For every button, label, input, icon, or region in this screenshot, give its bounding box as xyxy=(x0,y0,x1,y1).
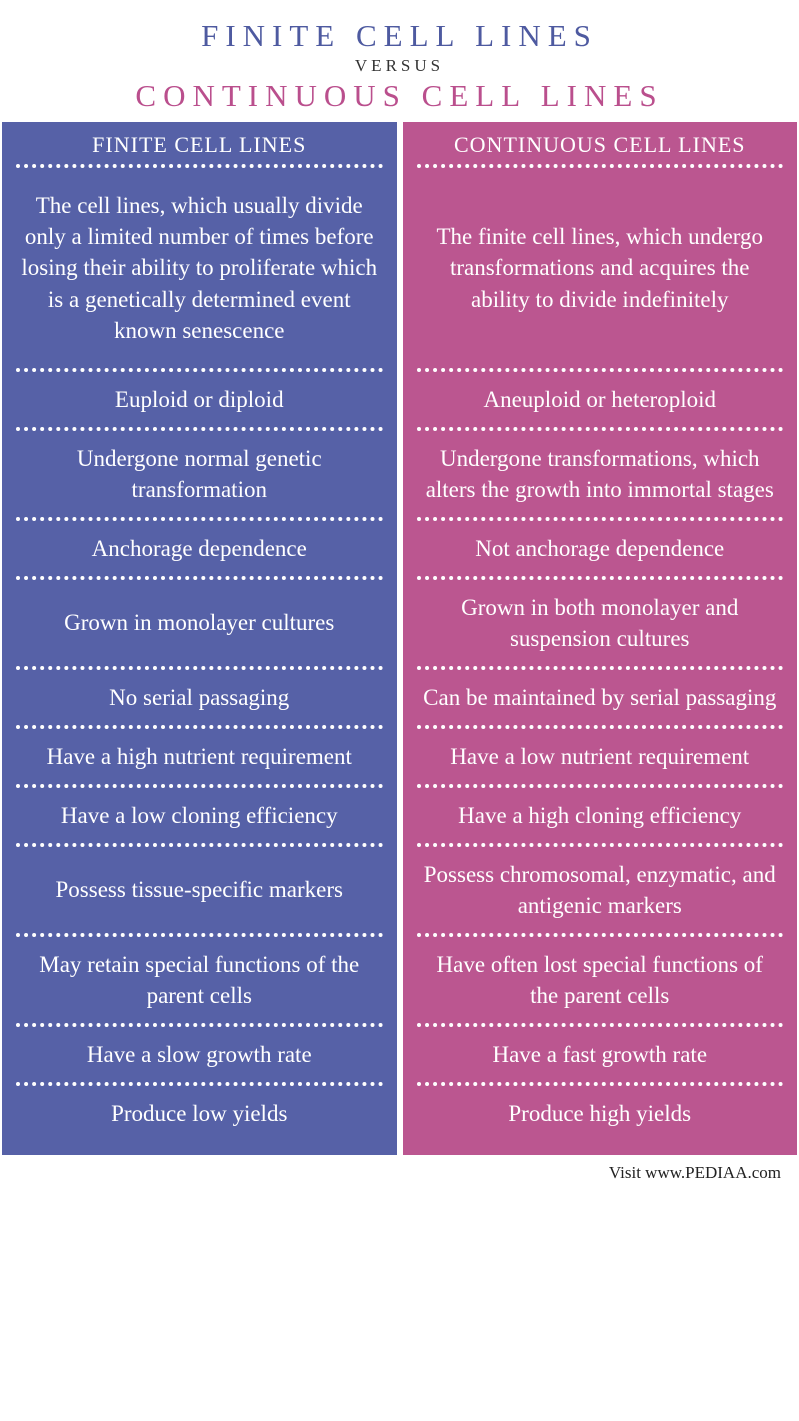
cell-left: The cell lines, which usually divide onl… xyxy=(16,168,383,368)
cell-left: Have a low cloning efficiency xyxy=(16,788,383,843)
title-block: FINITE CELL LINES VERSUS CONTINUOUS CELL… xyxy=(0,18,799,122)
cell-right: Not anchorage dependence xyxy=(417,521,784,576)
cell-right: Have a fast growth rate xyxy=(417,1027,784,1082)
cell-right: Grown in both monolayer and suspension c… xyxy=(417,580,784,666)
infographic-container: FINITE CELL LINES VERSUS CONTINUOUS CELL… xyxy=(0,0,799,1195)
title-versus: VERSUS xyxy=(10,56,789,76)
column-left-header: FINITE CELL LINES xyxy=(16,132,383,164)
cell-right: Have a low nutrient requirement xyxy=(417,729,784,784)
cell-right: The finite cell lines, which undergo tra… xyxy=(417,168,784,368)
cell-right: Aneuploid or heteroploid xyxy=(417,372,784,427)
cell-right: Produce high yields xyxy=(417,1086,784,1141)
cell-right: Have a high cloning efficiency xyxy=(417,788,784,843)
cell-right: Undergone transformations, which alters … xyxy=(417,431,784,517)
cell-left: Produce low yields xyxy=(16,1086,383,1141)
cell-left: Undergone normal genetic transformation xyxy=(16,431,383,517)
cell-left: Possess tissue-specific markers xyxy=(16,847,383,933)
cell-left: Have a slow growth rate xyxy=(16,1027,383,1082)
cell-right: Can be maintained by serial passaging xyxy=(417,670,784,725)
title-top: FINITE CELL LINES xyxy=(10,18,789,54)
cell-left: Grown in monolayer cultures xyxy=(16,580,383,666)
column-right-header: CONTINUOUS CELL LINES xyxy=(417,132,784,164)
cell-left: Euploid or diploid xyxy=(16,372,383,427)
cell-left: May retain special functions of the pare… xyxy=(16,937,383,1023)
comparison-columns: FINITE CELL LINES The cell lines, which … xyxy=(0,122,799,1157)
footer-credit: Visit www.PEDIAA.com xyxy=(0,1157,799,1195)
cell-left: Have a high nutrient requirement xyxy=(16,729,383,784)
cell-left: No serial passaging xyxy=(16,670,383,725)
title-bottom: CONTINUOUS CELL LINES xyxy=(10,78,789,114)
column-right: CONTINUOUS CELL LINES The finite cell li… xyxy=(403,122,798,1155)
cell-right: Possess chromosomal, enzymatic, and anti… xyxy=(417,847,784,933)
cell-left: Anchorage dependence xyxy=(16,521,383,576)
column-left: FINITE CELL LINES The cell lines, which … xyxy=(2,122,397,1155)
cell-right: Have often lost special functions of the… xyxy=(417,937,784,1023)
